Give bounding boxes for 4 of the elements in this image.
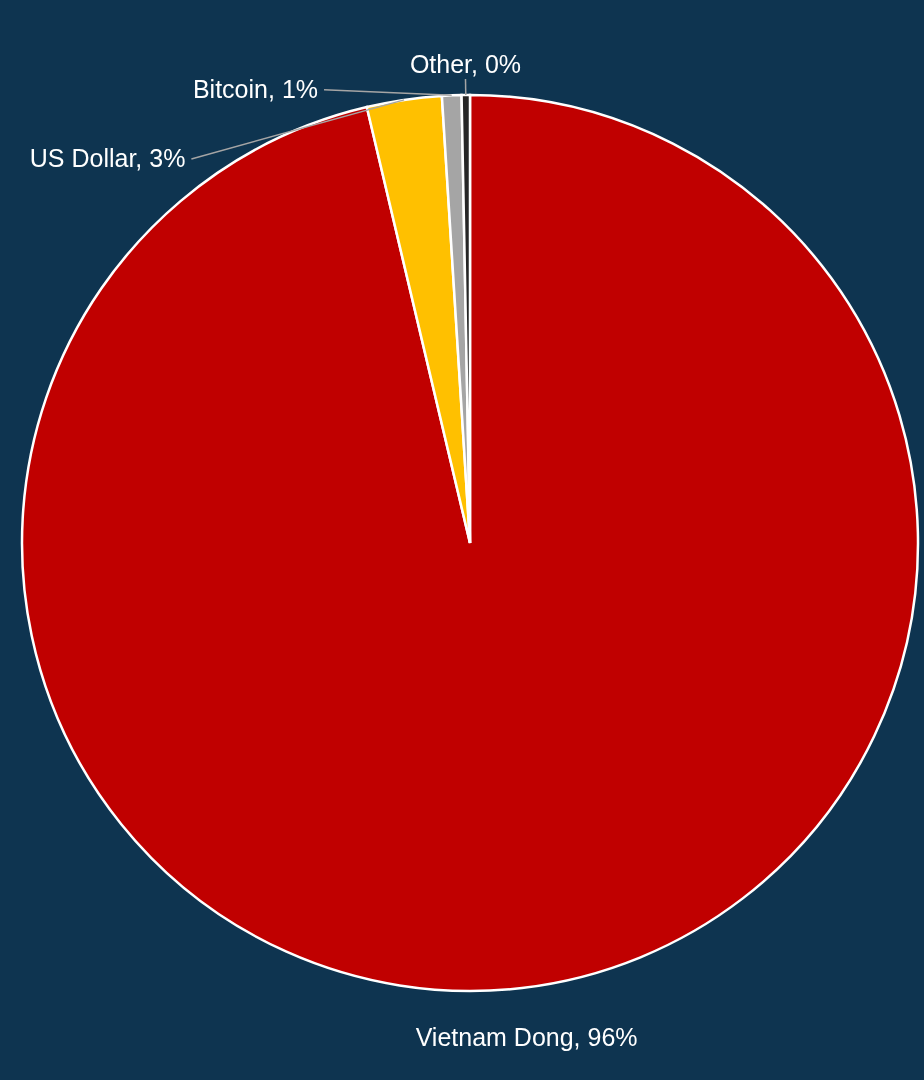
slice-label: Vietnam Dong, 96% (415, 1022, 638, 1051)
slice-label: Other, 0% (409, 50, 522, 79)
slice-label: US Dollar, 3% (29, 143, 186, 172)
slice-label: Bitcoin, 1% (192, 74, 319, 103)
